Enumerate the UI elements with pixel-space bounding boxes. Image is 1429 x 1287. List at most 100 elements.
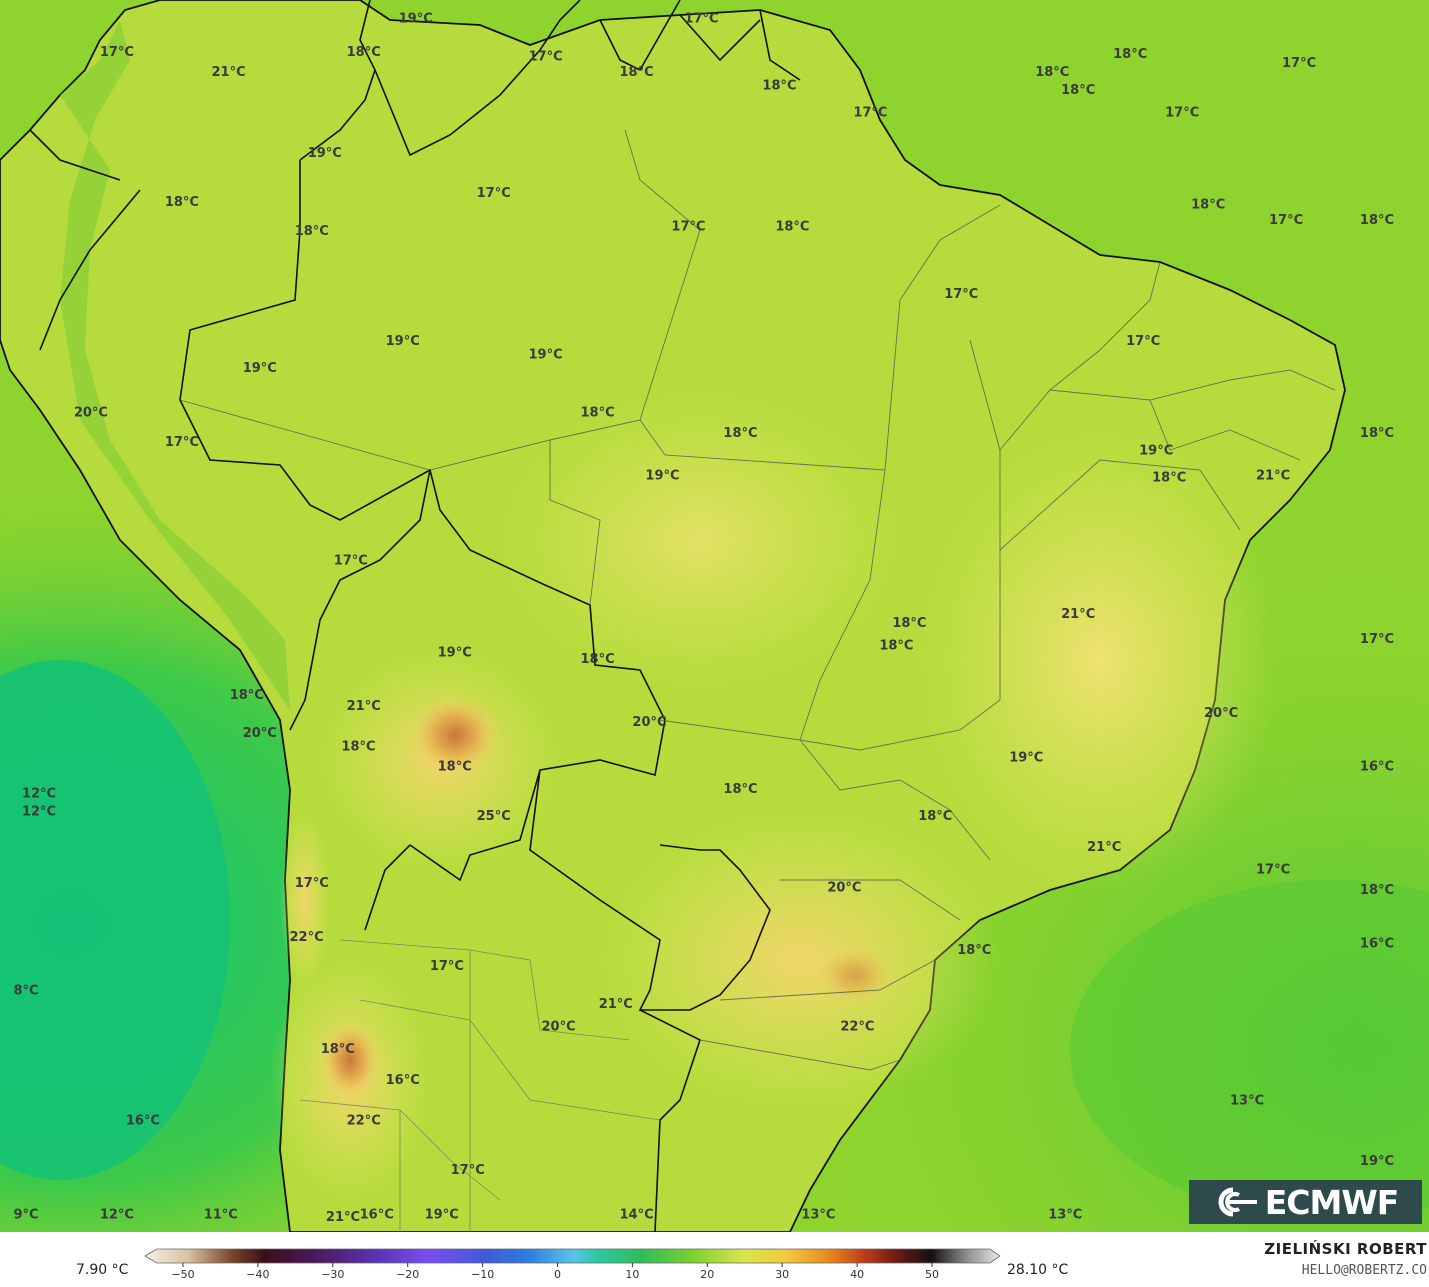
province-borders — [299, 939, 661, 1232]
temperature-label: 18°C — [879, 639, 913, 654]
temperature-label: 14°C — [620, 1208, 654, 1223]
temperature-label: 18°C — [165, 195, 199, 210]
temperature-label: 21°C — [1256, 468, 1290, 483]
color-scale-tick-label: 0 — [554, 1268, 561, 1280]
temperature-label: 17°C — [1360, 632, 1394, 647]
temperature-label: 22°C — [840, 1019, 874, 1034]
temperature-label: 17°C — [853, 106, 887, 121]
temperature-label: 19°C — [645, 468, 679, 483]
color-scale-tick-label: −10 — [471, 1268, 494, 1280]
temperature-label: 17°C — [1256, 863, 1290, 878]
warm-zone-northeast — [920, 430, 1280, 890]
temperature-label: 19°C — [1139, 444, 1173, 459]
temperature-label: 19°C — [1360, 1154, 1394, 1169]
color-scale-tick-label: 40 — [850, 1268, 864, 1280]
temperature-label: 17°C — [477, 186, 511, 201]
temperature-label: 19°C — [438, 645, 472, 660]
color-scale-tick-label: −40 — [246, 1268, 269, 1280]
temperature-label: 17°C — [944, 287, 978, 302]
temperature-label: 12°C — [100, 1208, 134, 1223]
temperature-label: 12°C — [22, 786, 56, 801]
temperature-label: 12°C — [22, 804, 56, 819]
temperature-label: 21°C — [347, 699, 381, 714]
temperature-label: 18°C — [1061, 83, 1095, 98]
temperature-label: 20°C — [74, 406, 108, 421]
temperature-label: 17°C — [684, 11, 718, 26]
warm-zone-south — [600, 810, 1000, 1110]
temperature-label: 18°C — [620, 65, 654, 80]
temperature-label: 18°C — [1360, 213, 1394, 228]
temperature-label: 16°C — [126, 1114, 160, 1129]
temperature-label: 21°C — [1061, 607, 1095, 622]
temperature-label: 17°C — [165, 435, 199, 450]
color-scale-legend: −50 −40 −30 −20 −10 0 10 20 30 40 50 — [144, 1248, 1001, 1280]
color-scale-bar — [144, 1248, 1001, 1264]
temperature-label: 17°C — [529, 50, 563, 65]
temperature-label: 18°C — [957, 943, 991, 958]
color-scale-tick-label: −50 — [171, 1268, 194, 1280]
temperature-label: 18°C — [723, 782, 757, 797]
color-scale-tick-label: 10 — [625, 1268, 639, 1280]
author-name: ZIELIŃSKI ROBERT — [1264, 1240, 1427, 1258]
temperature-label: 18°C — [341, 739, 375, 754]
color-scale-tick-label: −30 — [321, 1268, 344, 1280]
author-email: HELLO@ROBERTZ.CO — [1301, 1263, 1427, 1278]
temperature-label: 20°C — [1204, 706, 1238, 721]
temperature-label: 16°C — [360, 1208, 394, 1223]
temperature-label: 20°C — [632, 715, 666, 730]
temperature-label: 17°C — [671, 220, 705, 235]
temperature-label: 19°C — [399, 11, 433, 26]
temperature-label: 17°C — [295, 876, 329, 891]
color-scale-tick-label: 50 — [925, 1268, 939, 1280]
temperature-label: 21°C — [599, 997, 633, 1012]
country-borders — [29, 0, 801, 1232]
temperature-label: 18°C — [230, 688, 264, 703]
state-borders — [179, 129, 1336, 1071]
temperature-label: 18°C — [1360, 426, 1394, 441]
temperature-label: 18°C — [762, 79, 796, 94]
temperature-label: 19°C — [529, 347, 563, 362]
temperature-label: 18°C — [892, 616, 926, 631]
min-temperature-label: 7.90 °C — [76, 1262, 129, 1278]
temperature-label: 18°C — [321, 1042, 355, 1057]
temperature-label: 18°C — [581, 406, 615, 421]
temperature-label: 17°C — [1165, 106, 1199, 121]
temperature-label: 17°C — [100, 45, 134, 60]
temperature-label: 18°C — [581, 652, 615, 667]
temperature-label: 20°C — [827, 881, 861, 896]
max-temperature-label: 28.10 °C — [1007, 1262, 1069, 1278]
hot-spot-south — [320, 1020, 380, 1100]
temperature-label: 18°C — [1152, 471, 1186, 486]
temperature-label: 19°C — [243, 361, 277, 376]
temperature-label: 20°C — [243, 726, 277, 741]
temperature-label: 16°C — [1360, 760, 1394, 775]
temperature-label: 18°C — [438, 760, 472, 775]
color-scale-tick-label: 20 — [700, 1268, 714, 1280]
temperature-label: 18°C — [1113, 47, 1147, 62]
temperature-label: 11°C — [204, 1208, 238, 1223]
warm-zone-center — [500, 390, 900, 690]
temperature-label: 18°C — [347, 45, 381, 60]
temperature-label: 8°C — [13, 984, 38, 999]
temperature-label: 18°C — [295, 224, 329, 239]
temperature-label: 18°C — [1191, 197, 1225, 212]
temperature-label: 9°C — [13, 1208, 38, 1223]
atlantic-cold-core — [1070, 880, 1429, 1220]
temperature-label: 18°C — [1360, 883, 1394, 898]
color-scale-tick-label: −20 — [396, 1268, 419, 1280]
temperature-label: 19°C — [425, 1208, 459, 1223]
temperature-label: 20°C — [542, 1019, 576, 1034]
temperature-label: 18°C — [723, 426, 757, 441]
temperature-label: 16°C — [1360, 937, 1394, 952]
temperature-label: 18°C — [918, 809, 952, 824]
temperature-label: 13°C — [1230, 1093, 1264, 1108]
ecmwf-logo: ECMWF — [1189, 1180, 1422, 1224]
temperature-label: 25°C — [477, 809, 511, 824]
temperature-label: 16°C — [386, 1073, 420, 1088]
temperature-label: 22°C — [290, 930, 324, 945]
ecmwf-swirl-icon — [1218, 1187, 1257, 1217]
temperature-label: 21°C — [1087, 840, 1121, 855]
temperature-label: 19°C — [1009, 751, 1043, 766]
color-scale-ticks: −50 −40 −30 −20 −10 0 10 20 30 40 50 — [171, 1263, 939, 1280]
andes-cool-strip — [60, 20, 290, 710]
